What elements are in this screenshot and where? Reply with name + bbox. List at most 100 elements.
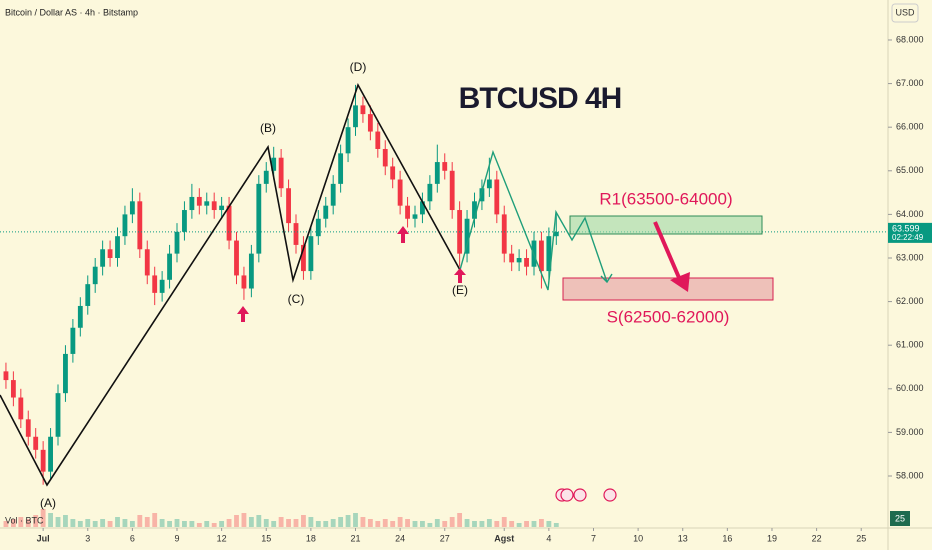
volume-bar — [85, 519, 91, 527]
y-tick-label: 67.000 — [896, 78, 924, 88]
countdown-label: 02:22:49 — [892, 233, 924, 242]
y-tick-label: 66.000 — [896, 122, 924, 132]
volume-bar — [345, 515, 351, 527]
volume-bar — [516, 523, 522, 527]
volume-bar — [420, 521, 425, 527]
candle-body — [63, 353, 68, 394]
volume-bar — [531, 521, 537, 527]
candle-body — [77, 305, 83, 328]
candle-body — [152, 275, 158, 293]
projection-line — [459, 149, 608, 291]
volume-bar — [174, 519, 180, 527]
y-tick-label: 68.000 — [896, 34, 924, 44]
volume-bar — [278, 517, 284, 527]
x-tick-label: 3 — [85, 533, 90, 543]
candle-body — [182, 210, 187, 232]
candle-body — [115, 236, 120, 258]
volume-bar — [137, 515, 143, 527]
currency: USD — [895, 7, 915, 17]
candle-body — [449, 170, 455, 211]
y-tick-label: 61.000 — [896, 340, 924, 350]
candle-body — [129, 201, 135, 215]
candle-body — [263, 170, 269, 184]
event-icon — [560, 488, 574, 502]
volume-bar — [33, 515, 39, 527]
candle-body — [464, 218, 470, 254]
volume-bar — [405, 519, 410, 527]
annotation: BTCUSD 4H — [459, 82, 622, 115]
event-icon — [573, 488, 587, 502]
y-tick-label: 58.000 — [896, 470, 924, 480]
y-tick-label: 65.000 — [896, 165, 924, 175]
candle-body — [167, 253, 172, 280]
candle-body — [479, 188, 485, 202]
volume-bar — [308, 517, 314, 527]
candle-body — [375, 131, 381, 149]
volume-bar — [70, 519, 76, 527]
volume-bar — [367, 519, 373, 527]
x-tick-label: 24 — [395, 533, 405, 543]
volume-bar — [115, 517, 120, 527]
candle-body — [174, 231, 180, 254]
x-tick-label: 10 — [633, 533, 643, 543]
projection-arrowhead — [600, 273, 613, 284]
candle-body — [472, 201, 477, 219]
resistance-label: R1(63500-64000) — [599, 189, 732, 208]
candle-body — [219, 205, 225, 211]
volume-bar — [159, 519, 165, 527]
volume-bar — [129, 521, 135, 527]
volume-bar — [10, 519, 16, 527]
candle-body — [539, 240, 544, 272]
wave-line — [0, 83, 461, 487]
volume-bar — [25, 519, 31, 527]
volume-bar — [360, 517, 366, 527]
support-zone — [562, 277, 774, 301]
candle-body — [234, 240, 239, 276]
volume-bar — [234, 515, 239, 527]
volume-bar — [427, 523, 433, 527]
candle-body — [85, 284, 91, 306]
candle-body — [338, 153, 344, 184]
candle-body — [524, 257, 529, 267]
volume-bar — [434, 519, 440, 527]
volume-bar — [293, 519, 299, 527]
currency-box — [891, 3, 919, 23]
volume-bar — [397, 517, 403, 527]
corner-box — [890, 511, 910, 526]
volume-bar — [63, 515, 68, 527]
x-tick-label: 13 — [678, 533, 688, 543]
candle-body — [144, 249, 150, 276]
down-arrow — [653, 221, 682, 281]
wave-label: (E) — [452, 283, 468, 297]
up-arrow — [454, 268, 466, 283]
candle-body — [278, 157, 284, 189]
up-arrow — [237, 306, 249, 322]
volume-bar — [449, 517, 455, 527]
resistance-zone — [569, 215, 763, 235]
volume-bar — [501, 517, 507, 527]
volume-bar — [92, 521, 98, 527]
volume-bar — [509, 521, 515, 527]
volume-bar — [256, 515, 262, 527]
candle-body — [509, 253, 515, 263]
candle-body — [360, 105, 366, 115]
candle-body — [159, 279, 165, 293]
volume-bar — [553, 523, 559, 527]
volume-bar — [457, 513, 463, 527]
volume-bar — [226, 519, 232, 527]
volume-bar — [219, 521, 225, 527]
up-arrows — [237, 226, 466, 322]
volume-bar — [100, 519, 106, 527]
marks — [0, 84, 888, 527]
candle-body — [189, 196, 195, 211]
candle-body — [553, 231, 559, 237]
volume-bar — [323, 521, 329, 527]
candle-body — [427, 183, 433, 202]
volume-bar — [524, 521, 529, 527]
volume-bar — [330, 519, 336, 527]
x-tick-label: 9 — [174, 533, 179, 543]
volume-bar — [55, 517, 61, 527]
volume-bar — [338, 517, 344, 527]
candle-body — [70, 327, 76, 354]
